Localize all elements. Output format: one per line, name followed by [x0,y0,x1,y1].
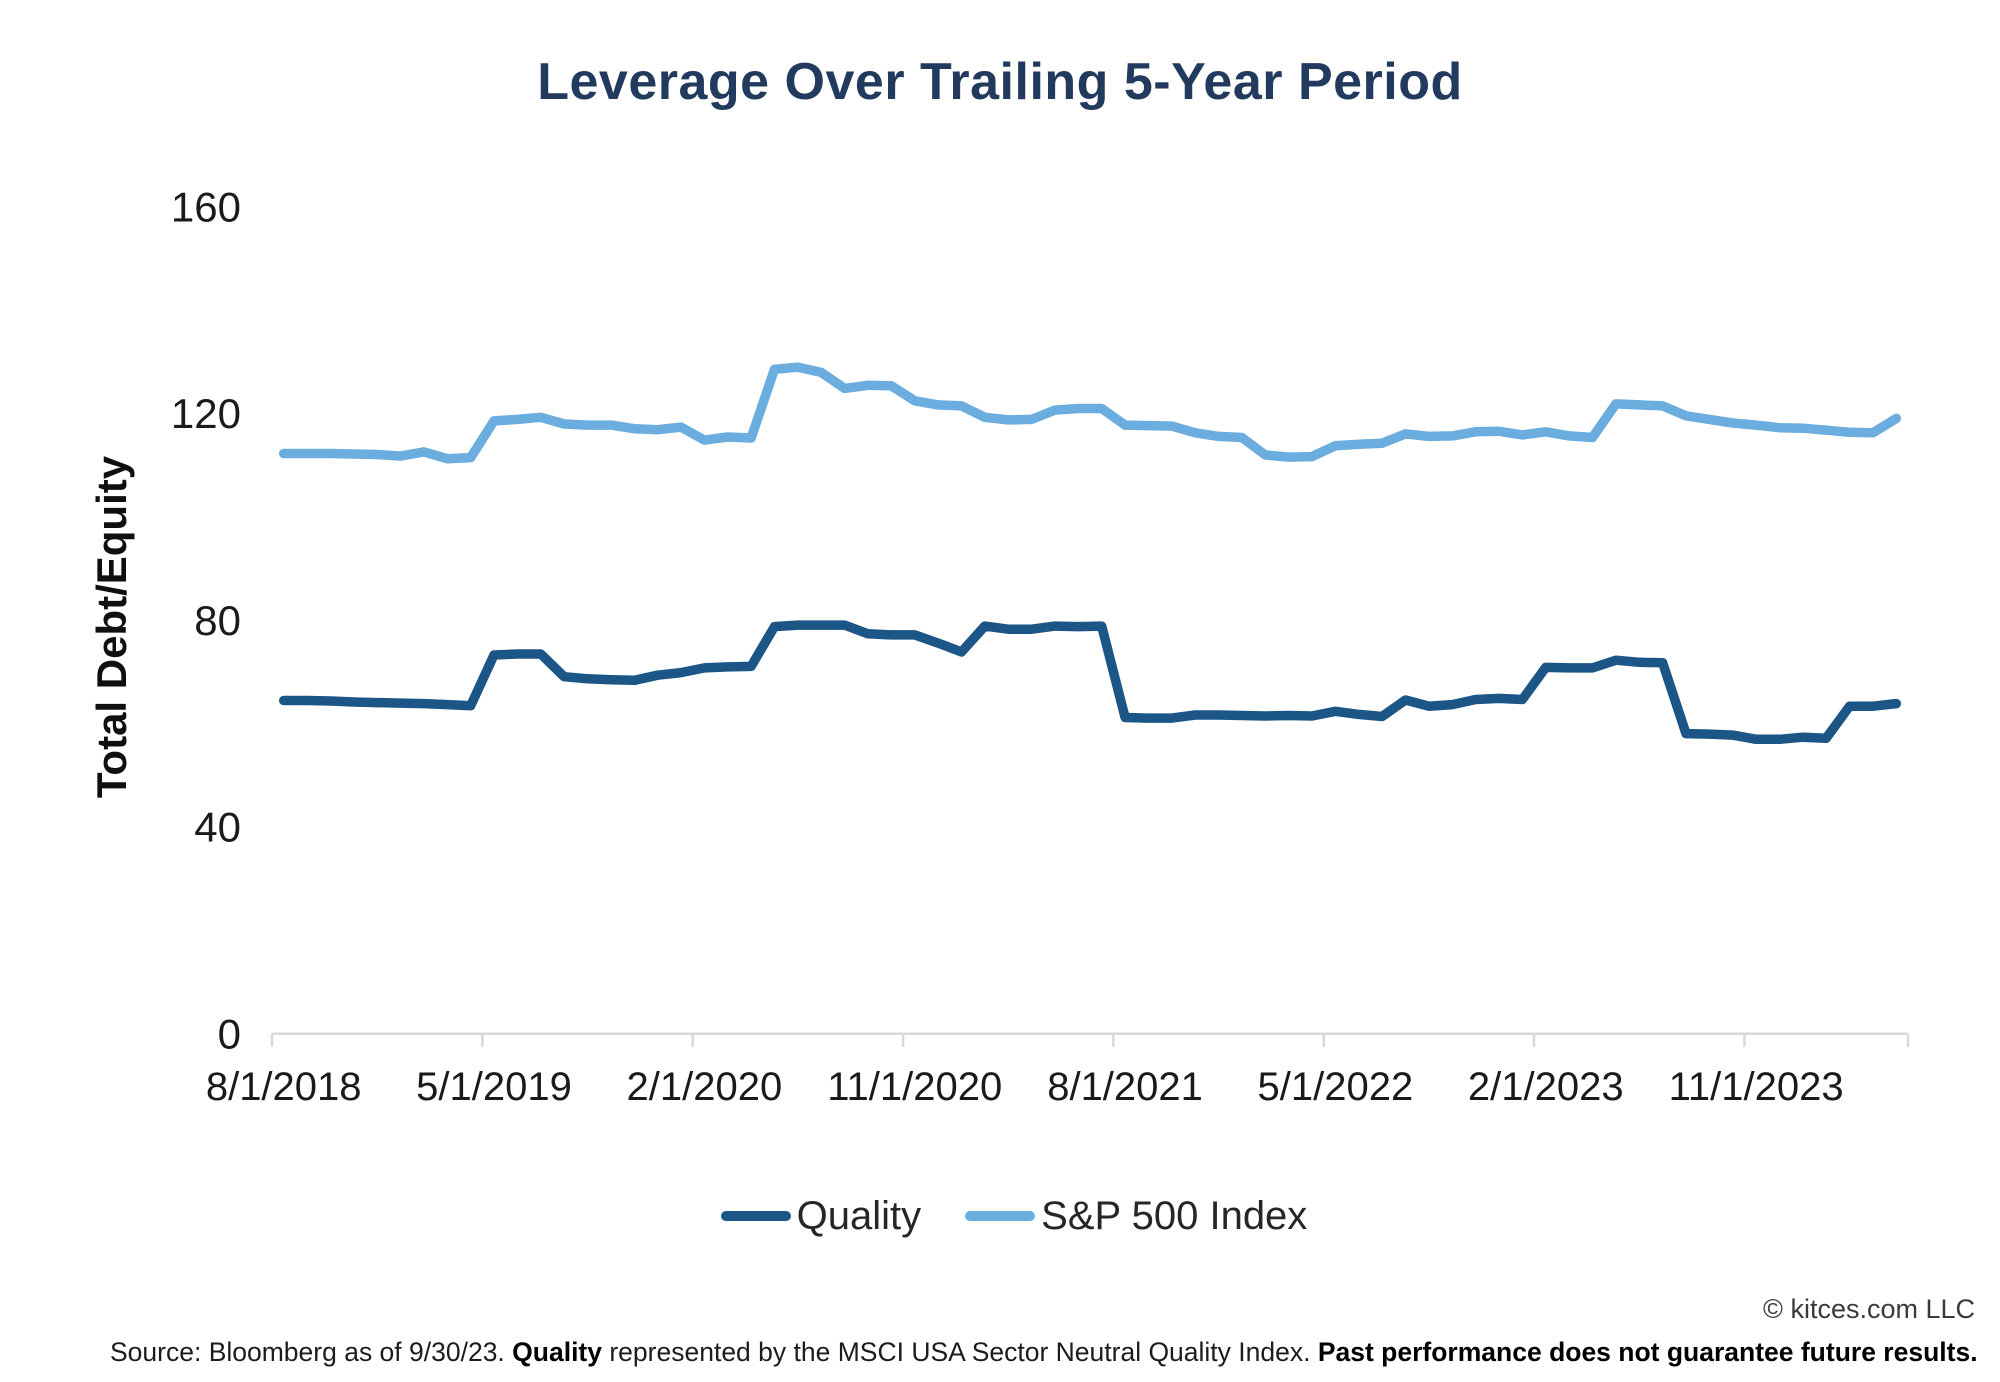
legend-label-quality: Quality [796,1193,922,1238]
copyright-note: © kitces.com LLC [1763,1294,1975,1324]
quality-line-swatch-icon [720,1211,791,1221]
legend-label-sp500: S&P 500 Index [1041,1193,1308,1238]
y-tick-label: 160 [171,184,241,231]
x-tick-label: 2/1/2023 [1468,1065,1624,1109]
legend-item-quality: Quality [720,1193,922,1239]
x-tick-label: 5/1/2022 [1258,1065,1414,1109]
legend: Quality S&P 500 Index [14,1188,2000,1244]
x-tick-label: 11/1/2020 [827,1065,1002,1109]
series-line-sp500 [278,362,1902,464]
x-tick-label: 8/1/2021 [1047,1065,1203,1109]
x-tick-label: 5/1/2019 [416,1065,572,1109]
y-tick-label: 40 [194,804,241,851]
x-tick-label: 8/1/2018 [206,1065,362,1109]
source-middle-text: represented by the MSCI USA Sector Neutr… [602,1337,1318,1367]
source-text: Source: Bloomberg as of 9/30/23. [110,1337,513,1367]
y-tick-label: 80 [194,597,241,644]
series-line-quality [278,620,1902,745]
source-quality-word: Quality [512,1337,602,1367]
chart-title: Leverage Over Trailing 5-Year Period [537,53,1463,111]
x-tick-label: 11/1/2023 [1669,1065,1844,1109]
source-note: Source: Bloomberg as of 9/30/23. Quality… [110,1337,1978,1368]
x-tick-label: 2/1/2020 [627,1065,783,1109]
legend-item-sp500: S&P 500 Index [965,1194,1307,1239]
sp500-line-swatch-icon [965,1211,1036,1221]
source-disclaimer: Past performance does not guarantee futu… [1317,1337,1978,1367]
y-tick-label: 0 [218,1010,241,1057]
y-tick-label: 120 [171,390,241,437]
